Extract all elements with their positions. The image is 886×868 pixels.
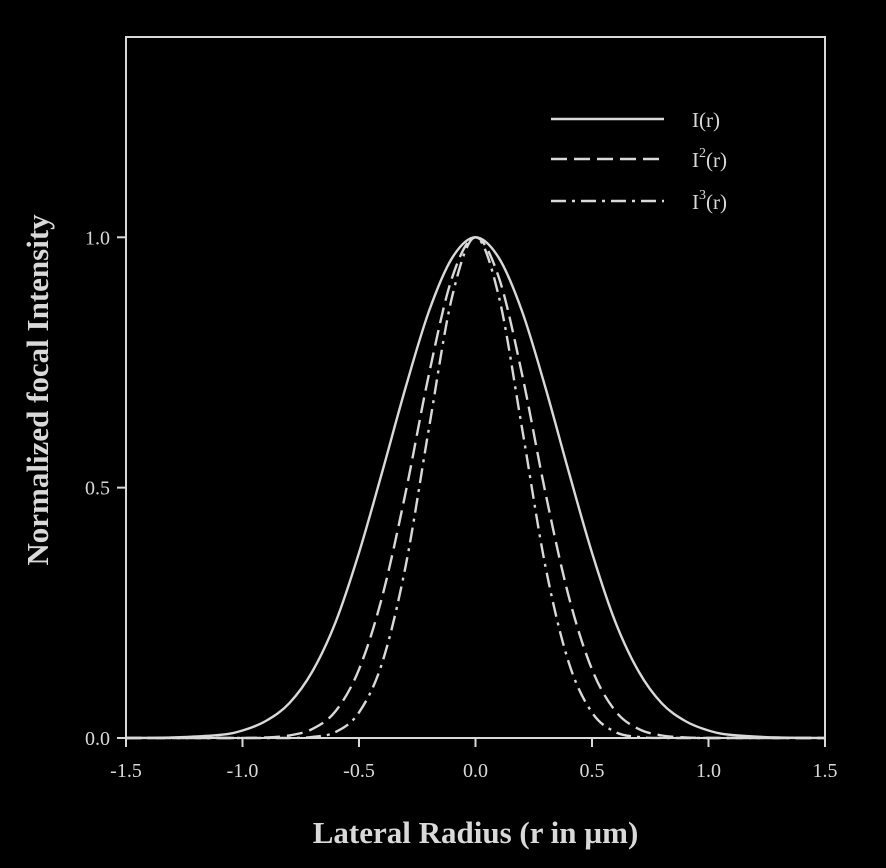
y-axis-title: Normalized focal Intensity [20,214,55,566]
legend: I(r) I2(r) I3(r) [551,108,727,214]
x-tick-label: -0.5 [343,760,375,782]
legend-label-2: I2(r) [692,146,727,172]
x-tick-label: 1.5 [813,760,838,782]
ticks-layer: -1.5 -1.0 -0.5 0.0 0.5 1.0 1.5 0.0 0.5 1.0 [85,227,838,782]
y-tick-label: 1.0 [85,227,110,249]
legend-label-1: I(r) [692,108,720,132]
y-tick-label: 0.5 [85,478,110,500]
y-tick-label: 0.0 [85,728,110,750]
x-tick-label: 0.0 [463,760,488,782]
x-axis-title: Lateral Radius (r in µm) [313,815,639,850]
x-tick-label: -1.0 [227,760,259,782]
x-tick-label: 1.0 [696,760,721,782]
legend-label-3: I3(r) [692,188,727,214]
x-tick-label: 0.5 [580,760,605,782]
x-tick-label: -1.5 [110,760,142,782]
